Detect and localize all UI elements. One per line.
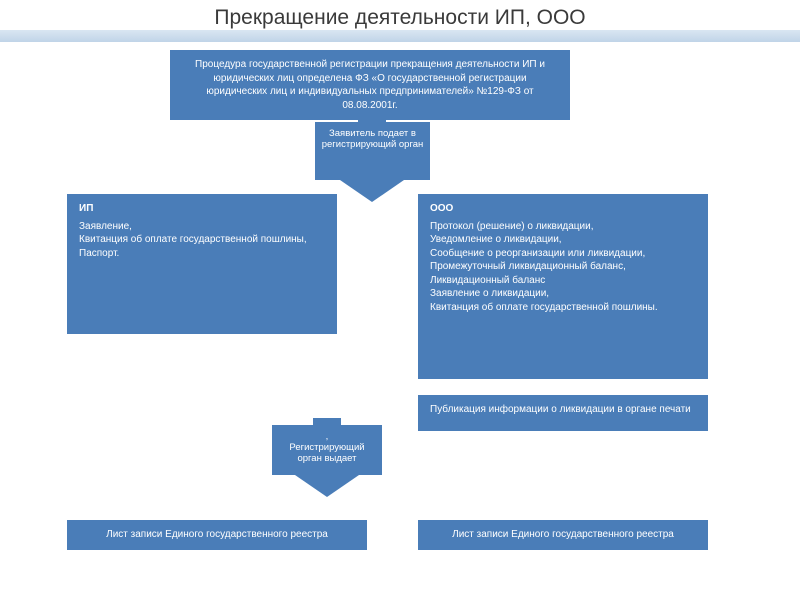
publication-box: Публикация информации о ликвидации в орг… xyxy=(418,395,708,431)
procedure-description-box: Процедура государственной регистрации пр… xyxy=(170,50,570,120)
page-title: Прекращение деятельности ИП, ООО xyxy=(0,6,800,30)
ooo-body: Протокол (решение) о ликвидации, Уведомл… xyxy=(430,220,696,315)
result-left-box: Лист записи Единого государственного рее… xyxy=(67,520,367,550)
ooo-heading: ООО xyxy=(430,202,696,216)
applicant-box: Заявитель подает в регистрирующий орган xyxy=(315,122,430,180)
ip-body: Заявление, Квитанция об оплате государст… xyxy=(79,220,325,261)
registrar-box: , Регистрирующий орган выдает xyxy=(272,425,382,475)
registrar-arrow-icon xyxy=(295,475,359,497)
applicant-arrow-icon xyxy=(340,180,404,202)
result-right-box: Лист записи Единого государственного рее… xyxy=(418,520,708,550)
ooo-documents-box: ООО Протокол (решение) о ликвидации, Уве… xyxy=(418,194,708,379)
ip-documents-box: ИП Заявление, Квитанция об оплате госуда… xyxy=(67,194,337,334)
ip-heading: ИП xyxy=(79,202,325,216)
header-bar xyxy=(0,30,800,42)
